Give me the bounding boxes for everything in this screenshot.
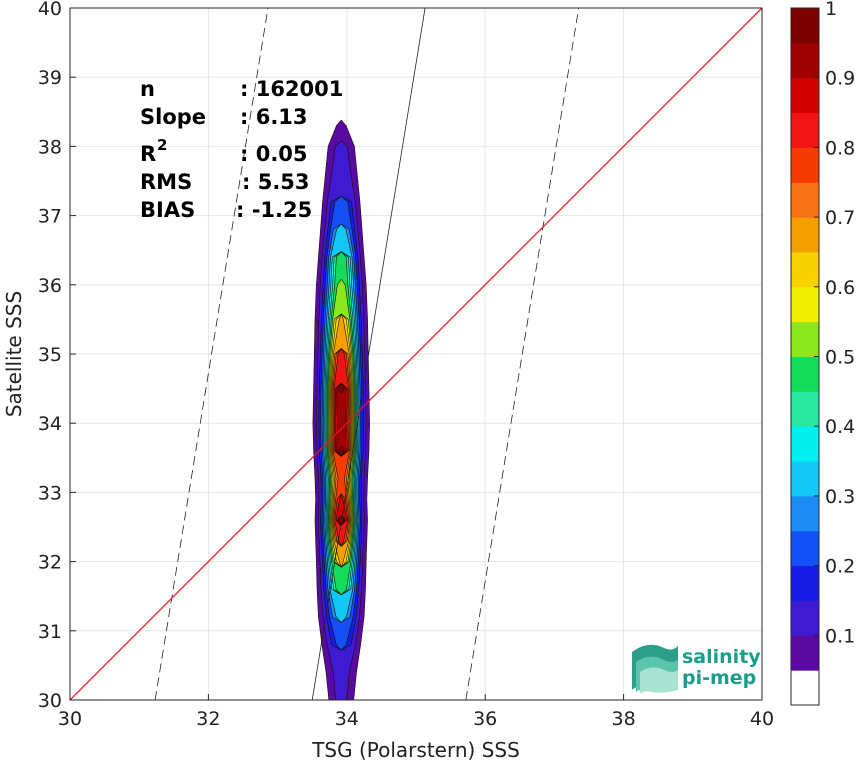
regression-line	[311, 8, 426, 700]
colorbar-swatch-8	[791, 391, 819, 427]
colorbar-swatch-17	[791, 77, 819, 114]
y-axis-ticks: 30 31 32 33 34 35 36 37 38 39 40	[38, 0, 76, 712]
colorbar-swatch-7	[791, 426, 819, 462]
colorbar-swatch-11	[791, 286, 819, 323]
x-tick-label-1: 32	[196, 708, 220, 730]
stat-label-n: n	[140, 77, 155, 101]
y-tick-label-7: 37	[38, 206, 62, 228]
contour-level-19-2	[338, 384, 345, 394]
colorbar-tick-label-5: 0.6	[825, 277, 855, 299]
stat-value-slope: : 6.13	[240, 105, 308, 129]
colorbar-swatch-5	[791, 495, 819, 532]
salinity-pimep-logo: salinity pi-mep	[632, 644, 761, 694]
x-tick-label-0: 30	[58, 708, 82, 730]
stat-label-slope: Slope	[140, 105, 206, 129]
colorbar-tick-label-6: 0.7	[825, 207, 855, 229]
y-tick-label-0: 30	[38, 690, 62, 712]
colorbar-swatch-15	[791, 147, 819, 183]
colorbar-swatch-19	[791, 8, 819, 44]
colorbar-swatch-4	[791, 530, 819, 567]
colorbar-swatch-14	[791, 182, 819, 218]
stat-value-bias: : -1.25	[236, 198, 312, 222]
stat-label-bias: BIAS	[140, 198, 195, 222]
colorbar-tick-label-8: 0.9	[825, 68, 855, 90]
colorbar-ticks: 0.1 0.2 0.3 0.4 0.5 0.6 0.7 0.8 0.9 1	[814, 0, 855, 647]
colorbar-swatch-18	[791, 42, 819, 79]
colorbar-swatch-16	[791, 112, 819, 148]
colorbar-tick-label-1: 0.2	[825, 556, 855, 578]
colorbar-tick-label-3: 0.4	[825, 416, 855, 438]
colorbar-swatch-12	[791, 251, 819, 288]
colorbar-swatch-0	[791, 670, 819, 706]
colorbar-swatch-1	[791, 635, 819, 671]
regression-bound-lower	[154, 8, 269, 700]
logo-text-salinity: salinity	[682, 646, 761, 668]
y-tick-label-2: 32	[38, 552, 62, 574]
colorbar-tick-label-7: 0.8	[825, 137, 855, 159]
density-contours	[312, 119, 370, 700]
x-tick-label-5: 40	[750, 708, 774, 730]
y-tick-label-8: 38	[38, 136, 62, 158]
colorbar-tick-label-9: 1	[825, 0, 837, 20]
stat-label-r2-superscript: 2	[157, 136, 167, 154]
stat-label-r2: R	[140, 142, 156, 166]
stats-box: n : 162001 Slope : 6.13 R 2 : 0.05 RMS :…	[140, 77, 343, 222]
colorbar-swatch-13	[791, 217, 819, 253]
x-tick-label-3: 36	[473, 708, 497, 730]
colorbar-swatch-3	[791, 565, 819, 601]
stat-value-n: : 162001	[240, 77, 343, 101]
stat-label-rms: RMS	[140, 170, 192, 194]
stat-value-r2: : 0.05	[240, 142, 308, 166]
y-tick-label-9: 39	[38, 67, 62, 89]
colorbar-tick-label-0: 0.1	[825, 625, 855, 647]
colorbar-tick-label-2: 0.3	[825, 486, 855, 508]
colorbar-swatch-10	[791, 321, 819, 357]
colorbar	[790, 7, 820, 706]
regression-bound-upper	[465, 8, 580, 700]
logo-text-pimep: pi-mep	[682, 667, 756, 689]
colorbar-swatch-6	[791, 461, 819, 497]
identity-line	[70, 8, 762, 700]
y-axis-label: Satellite SSS	[2, 291, 26, 417]
x-tick-label-2: 34	[335, 708, 359, 730]
y-tick-label-1: 31	[38, 621, 62, 643]
regression-lines	[70, 8, 762, 700]
x-axis-ticks: 30 32 34 36 38 40	[58, 694, 774, 730]
y-tick-label-3: 33	[38, 482, 62, 504]
stat-value-rms: : 5.53	[242, 170, 310, 194]
y-tick-label-5: 35	[38, 344, 62, 366]
colorbar-tick-label-4: 0.5	[825, 347, 855, 369]
y-tick-label-10: 40	[38, 0, 62, 20]
grid	[69, 7, 763, 701]
x-axis-label: TSG (Polarstern) SSS	[311, 738, 520, 762]
wave-logo-icon	[632, 644, 678, 694]
y-tick-label-6: 36	[38, 275, 62, 297]
contour-level-19-1	[338, 446, 345, 456]
contour-level-18-1	[336, 382, 347, 457]
y-tick-label-4: 34	[38, 413, 62, 435]
colorbar-swatch-2	[791, 600, 819, 636]
x-tick-label-4: 38	[612, 708, 636, 730]
colorbar-swatch-9	[791, 356, 819, 392]
